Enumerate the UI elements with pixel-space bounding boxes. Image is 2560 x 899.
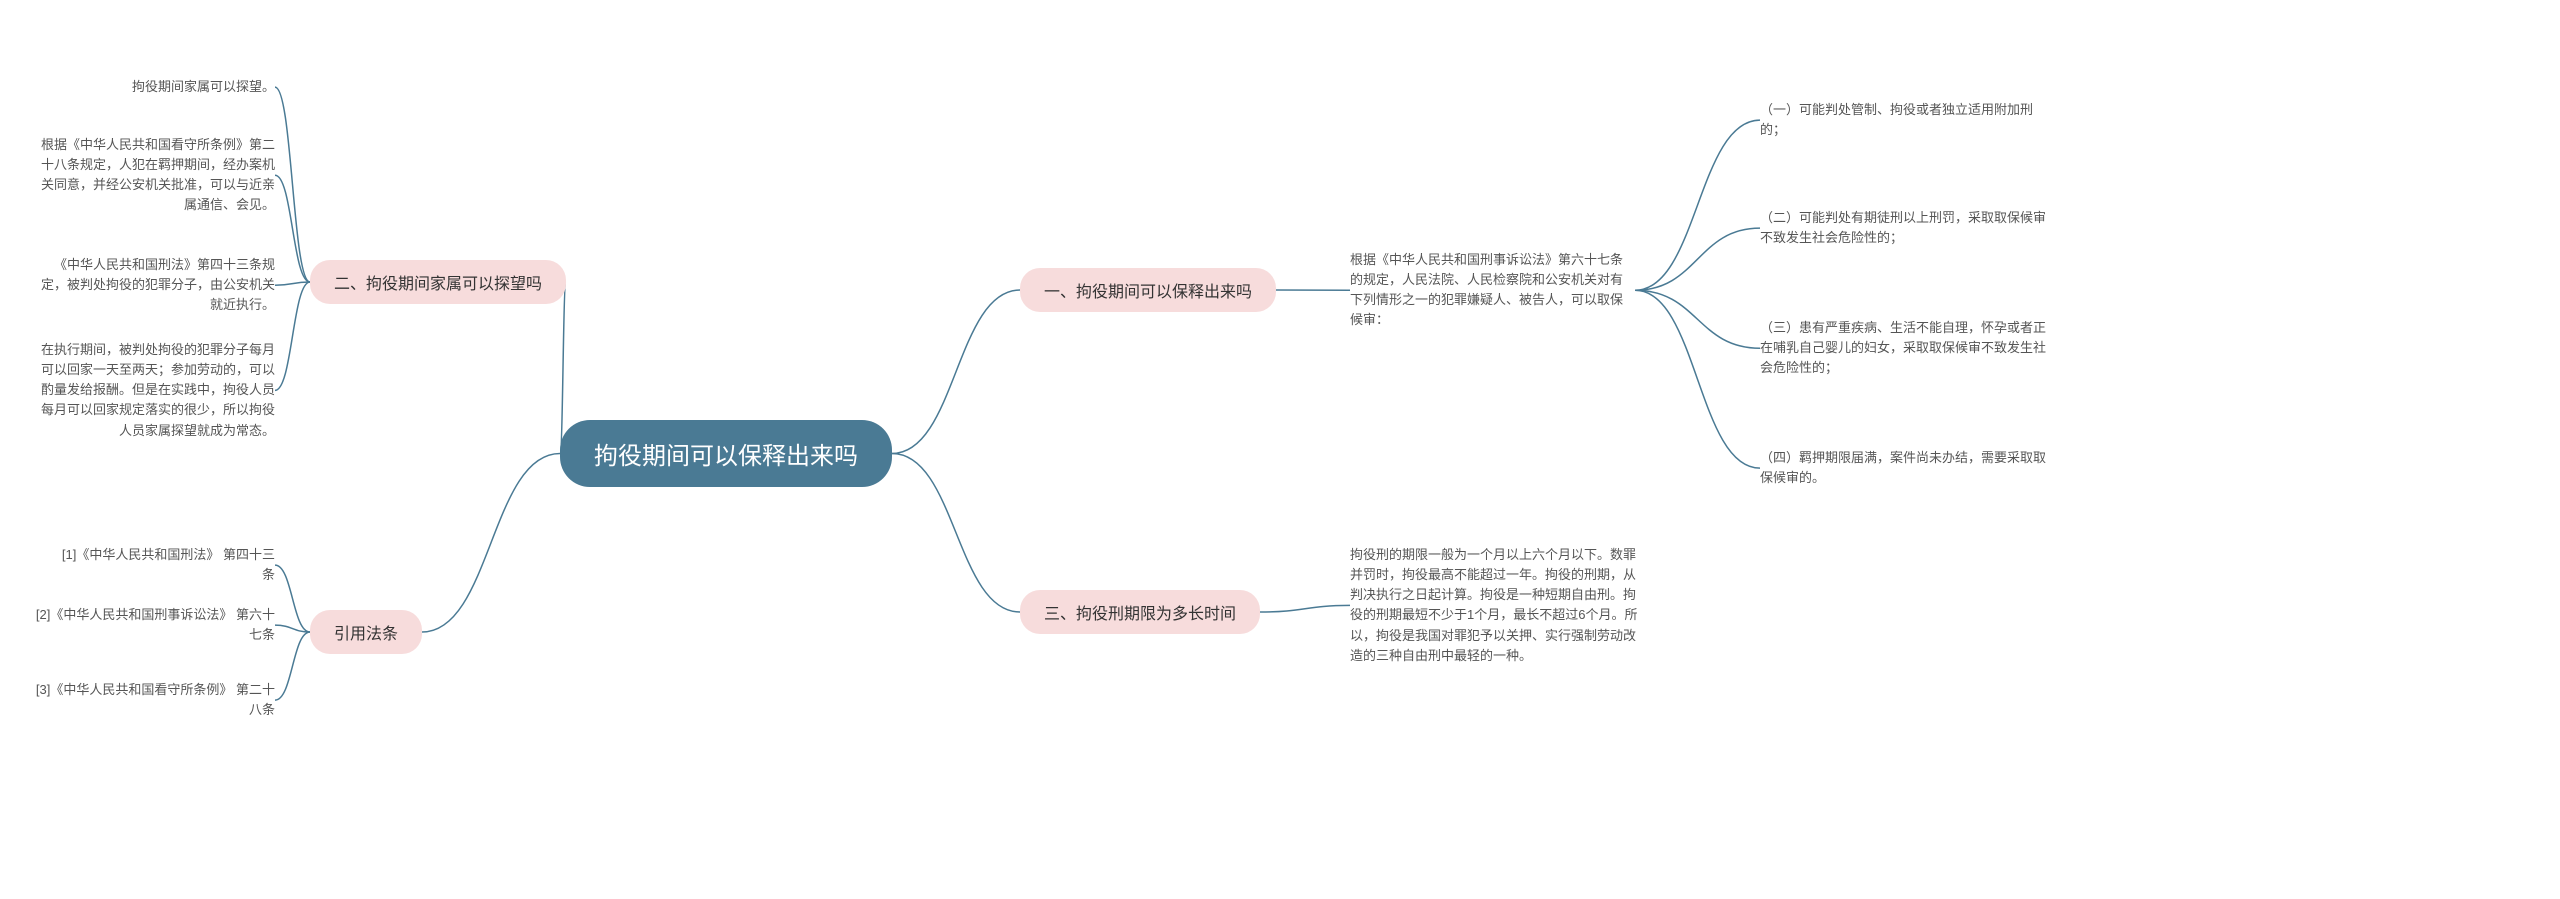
leaf-b2c4-text: 在执行期间，被判处拘役的犯罪分子每月可以回家一天至两天；参加劳动的，可以酌量发给… bbox=[41, 342, 275, 438]
leaf-b1c0: 根据《中华人民共和国刑事诉讼法》第六十七条的规定，人民法院、人民检察院和公安机关… bbox=[1350, 250, 1635, 331]
leaf-b2c1-text: 拘役期间家属可以探望。 bbox=[132, 79, 275, 94]
leaf-b2c4: 在执行期间，被判处拘役的犯罪分子每月可以回家一天至两天；参加劳动的，可以酌量发给… bbox=[30, 340, 275, 441]
leaf-b2c1: 拘役期间家属可以探望。 bbox=[115, 77, 275, 97]
edges-svg bbox=[0, 0, 2560, 899]
leaf-b4c2: [2]《中华人民共和国刑事诉讼法》 第六十七条 bbox=[30, 605, 275, 645]
leaf-b1c4-text: （四）羁押期限届满，案件尚未办结，需要采取取保候审的。 bbox=[1760, 450, 2046, 485]
leaf-b2c3-text: 《中华人民共和国刑法》第四十三条规定，被判处拘役的犯罪分子，由公安机关就近执行。 bbox=[41, 257, 275, 312]
leaf-b2c3: 《中华人民共和国刑法》第四十三条规定，被判处拘役的犯罪分子，由公安机关就近执行。 bbox=[30, 255, 275, 315]
leaf-b1c4: （四）羁押期限届满，案件尚未办结，需要采取取保候审的。 bbox=[1760, 448, 2050, 488]
leaf-b4c2-text: [2]《中华人民共和国刑事诉讼法》 第六十七条 bbox=[36, 607, 275, 642]
leaf-b1c1-text: （一）可能判处管制、拘役或者独立适用附加刑的； bbox=[1760, 102, 2033, 137]
leaf-b1c3-text: （三）患有严重疾病、生活不能自理，怀孕或者正在哺乳自己婴儿的妇女，采取取保候审不… bbox=[1760, 320, 2046, 375]
leaf-b1c1: （一）可能判处管制、拘役或者独立适用附加刑的； bbox=[1760, 100, 2050, 140]
leaf-b4c3: [3]《中华人民共和国看守所条例》 第二十八条 bbox=[30, 680, 275, 720]
branch-3-label: 三、拘役刑期限为多长时间 bbox=[1044, 606, 1236, 623]
branch-3: 三、拘役刑期限为多长时间 bbox=[1020, 590, 1260, 634]
branch-2: 二、拘役期间家属可以探望吗 bbox=[310, 260, 566, 304]
leaf-b1c2-text: （二）可能判处有期徒刑以上刑罚，采取取保候审不致发生社会危险性的； bbox=[1760, 210, 2046, 245]
branch-1-label: 一、拘役期间可以保释出来吗 bbox=[1044, 284, 1252, 301]
root-node: 拘役期间可以保释出来吗 bbox=[560, 420, 892, 487]
branch-4-label: 引用法条 bbox=[334, 626, 398, 643]
leaf-b3c1-text: 拘役刑的期限一般为一个月以上六个月以下。数罪并罚时，拘役最高不能超过一年。拘役的… bbox=[1350, 547, 1637, 663]
leaf-b4c1: [1]《中华人民共和国刑法》 第四十三条 bbox=[55, 545, 275, 585]
branch-4: 引用法条 bbox=[310, 610, 422, 654]
mindmap-canvas: 拘役期间可以保释出来吗 一、拘役期间可以保释出来吗 根据《中华人民共和国刑事诉讼… bbox=[0, 0, 2560, 899]
leaf-b1c3: （三）患有严重疾病、生活不能自理，怀孕或者正在哺乳自己婴儿的妇女，采取取保候审不… bbox=[1760, 318, 2050, 378]
leaf-b3c1: 拘役刑的期限一般为一个月以上六个月以下。数罪并罚时，拘役最高不能超过一年。拘役的… bbox=[1350, 545, 1645, 666]
branch-1: 一、拘役期间可以保释出来吗 bbox=[1020, 268, 1276, 312]
branch-2-label: 二、拘役期间家属可以探望吗 bbox=[334, 276, 542, 293]
leaf-b1c2: （二）可能判处有期徒刑以上刑罚，采取取保候审不致发生社会危险性的； bbox=[1760, 208, 2050, 248]
edges-svg-2 bbox=[0, 0, 2560, 899]
leaf-b4c3-text: [3]《中华人民共和国看守所条例》 第二十八条 bbox=[36, 682, 275, 717]
leaf-b4c1-text: [1]《中华人民共和国刑法》 第四十三条 bbox=[62, 547, 275, 582]
leaf-b1c0-text: 根据《中华人民共和国刑事诉讼法》第六十七条的规定，人民法院、人民检察院和公安机关… bbox=[1350, 252, 1623, 327]
leaf-b2c2-text: 根据《中华人民共和国看守所条例》第二十八条规定，人犯在羁押期间，经办案机关同意，… bbox=[41, 137, 275, 212]
leaf-b2c2: 根据《中华人民共和国看守所条例》第二十八条规定，人犯在羁押期间，经办案机关同意，… bbox=[30, 135, 275, 216]
root-label: 拘役期间可以保释出来吗 bbox=[594, 443, 858, 470]
